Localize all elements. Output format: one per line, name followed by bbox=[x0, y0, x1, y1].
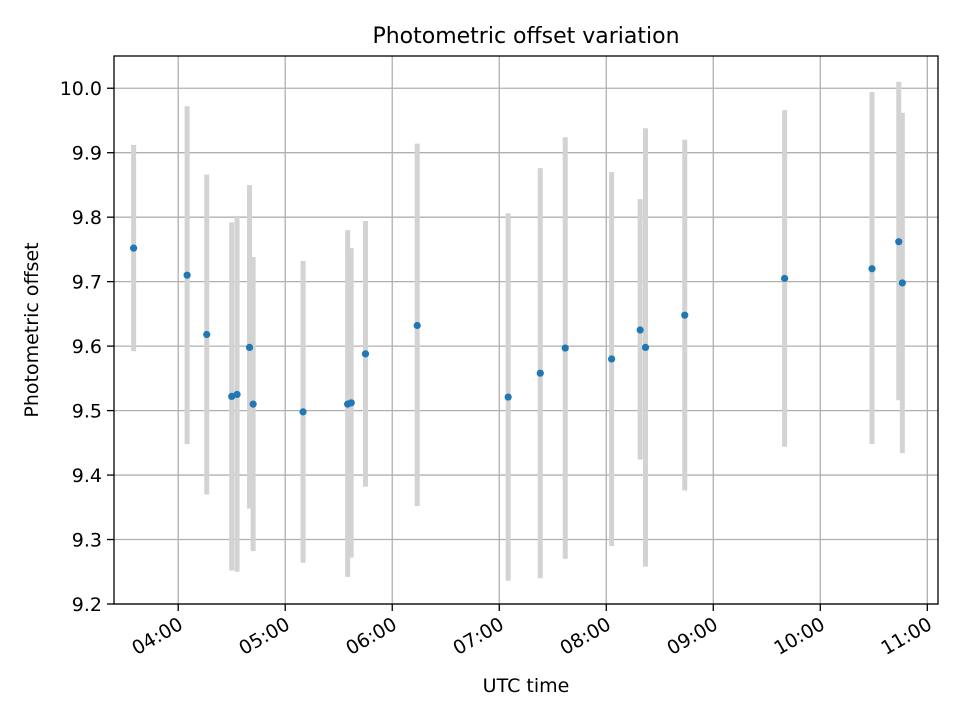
data-point bbox=[504, 393, 512, 401]
data-point bbox=[203, 330, 211, 339]
data-point bbox=[868, 265, 876, 273]
y-tick-label: 9.3 bbox=[72, 530, 102, 552]
data-point bbox=[183, 271, 191, 279]
data-point bbox=[781, 274, 789, 283]
data-point bbox=[245, 343, 254, 352]
data-point bbox=[361, 350, 370, 358]
data-point bbox=[561, 344, 569, 352]
y-tick-label: 9.7 bbox=[72, 272, 102, 294]
data-point bbox=[681, 311, 689, 319]
y-tick-label: 9.8 bbox=[72, 207, 102, 229]
data-point bbox=[233, 390, 241, 399]
data-point bbox=[413, 321, 421, 330]
y-tick-label: 9.6 bbox=[72, 336, 102, 358]
data-markers bbox=[130, 238, 906, 416]
y-tick-label: 10.0 bbox=[60, 78, 102, 100]
data-point bbox=[636, 326, 644, 334]
data-point bbox=[536, 369, 544, 377]
data-point bbox=[641, 343, 650, 352]
data-point bbox=[249, 400, 257, 408]
data-point bbox=[898, 279, 906, 287]
data-point bbox=[347, 399, 355, 407]
y-axis-ticks: 9.2 9.3 9.4 9.5 9.6 9.7 9.8 9.9 10.0 bbox=[60, 78, 114, 616]
y-tick-label: 9.4 bbox=[72, 465, 102, 487]
data-point bbox=[299, 408, 307, 416]
y-tick-label: 9.9 bbox=[72, 143, 102, 165]
data-point bbox=[130, 244, 138, 252]
data-point bbox=[895, 238, 903, 246]
x-axis-label: UTC time bbox=[483, 675, 570, 697]
data-point bbox=[608, 355, 616, 363]
y-tick-label: 9.5 bbox=[72, 401, 102, 423]
y-axis-label: Photometric offset bbox=[21, 242, 43, 417]
chart-title: Photometric offset variation bbox=[372, 24, 679, 49]
plot-frame bbox=[113, 55, 939, 605]
y-tick-label: 9.2 bbox=[72, 594, 102, 616]
